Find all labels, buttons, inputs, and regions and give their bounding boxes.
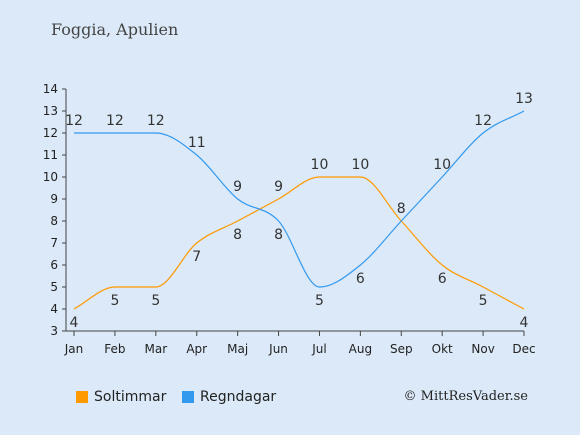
data-label-regndagar: 12: [474, 113, 492, 129]
copyright-text: © MittResVader.se: [403, 389, 528, 404]
series-line-regndagar: [74, 110, 525, 288]
y-tick-label: 6: [50, 258, 58, 272]
data-label-regndagar: 12: [65, 113, 83, 129]
x-tick-label: Sep: [390, 342, 413, 356]
data-label-regndagar: 12: [106, 113, 124, 129]
y-tick-label: 10: [43, 170, 58, 184]
x-tick-label: Dec: [512, 342, 535, 356]
x-tick-label: Feb: [104, 342, 125, 356]
x-tick-label: Jul: [311, 342, 326, 356]
y-tick-label: 5: [50, 280, 58, 294]
x-tick-label: Nov: [471, 342, 494, 356]
data-label-soltimmar: 6: [438, 271, 447, 287]
data-label-regndagar: 11: [188, 135, 206, 151]
page-title: Foggia, Apulien: [51, 20, 179, 39]
chart-series-lines: [73, 110, 525, 310]
data-label-soltimmar: 10: [351, 157, 369, 173]
y-tick-label: 4: [50, 302, 58, 316]
data-label-soltimmar: 5: [110, 293, 119, 309]
data-label-soltimmar: 7: [192, 249, 201, 265]
x-tick-label: Maj: [227, 342, 248, 356]
series-line-soltimmar: [73, 176, 525, 310]
legend-swatch-soltimmar: [76, 391, 88, 403]
y-tick-label: 14: [43, 82, 58, 96]
y-tick-label: 9: [50, 192, 58, 206]
x-tick-label: Jan: [64, 342, 84, 356]
data-label-soltimmar: 9: [274, 179, 283, 195]
x-tick-label: Aug: [349, 342, 372, 356]
data-label-regndagar: 12: [147, 113, 165, 129]
data-label-regndagar: 5: [315, 293, 324, 309]
chart-data-labels: 4 12 5 12 5 12 7 11 8 9 9 8 10 5 10 6 8 6 10 5 12 4 13: [65, 91, 533, 331]
data-label-soltimmar: 5: [479, 293, 488, 309]
data-label-regndagar: 6: [356, 271, 365, 287]
y-tick-label: 8: [50, 214, 58, 228]
legend-label-regndagar: Regndagar: [200, 389, 277, 405]
data-label-soltimmar: 10: [311, 157, 329, 173]
y-tick-label: 7: [50, 236, 58, 250]
data-label-regndagar: 13: [515, 91, 533, 107]
y-tick-label: 3: [50, 324, 58, 338]
data-label-soltimmar: 8: [397, 201, 406, 217]
x-tick-label: Apr: [186, 342, 207, 356]
y-tick-label: 11: [43, 148, 58, 162]
legend-label-soltimmar: Soltimmar: [94, 389, 167, 405]
data-label-soltimmar: 8: [233, 227, 242, 243]
legend-item-soltimmar: Soltimmar: [76, 389, 166, 405]
y-tick-label: 13: [43, 104, 58, 118]
x-tick-label: Jun: [268, 342, 288, 356]
legend-item-regndagar: Regndagar: [182, 389, 276, 405]
data-label-regndagar: 8: [274, 227, 283, 243]
y-tick-label: 12: [43, 126, 58, 140]
data-label-regndagar: 10: [433, 157, 451, 173]
legend-swatch-regndagar: [182, 391, 194, 403]
data-label-soltimmar: 5: [151, 293, 160, 309]
x-tick-label: Mar: [144, 342, 167, 356]
data-label-regndagar: 9: [233, 179, 242, 195]
x-tick-label: Okt: [432, 342, 453, 356]
data-label-soltimmar: 4: [520, 315, 529, 331]
data-label-soltimmar: 4: [70, 315, 79, 331]
